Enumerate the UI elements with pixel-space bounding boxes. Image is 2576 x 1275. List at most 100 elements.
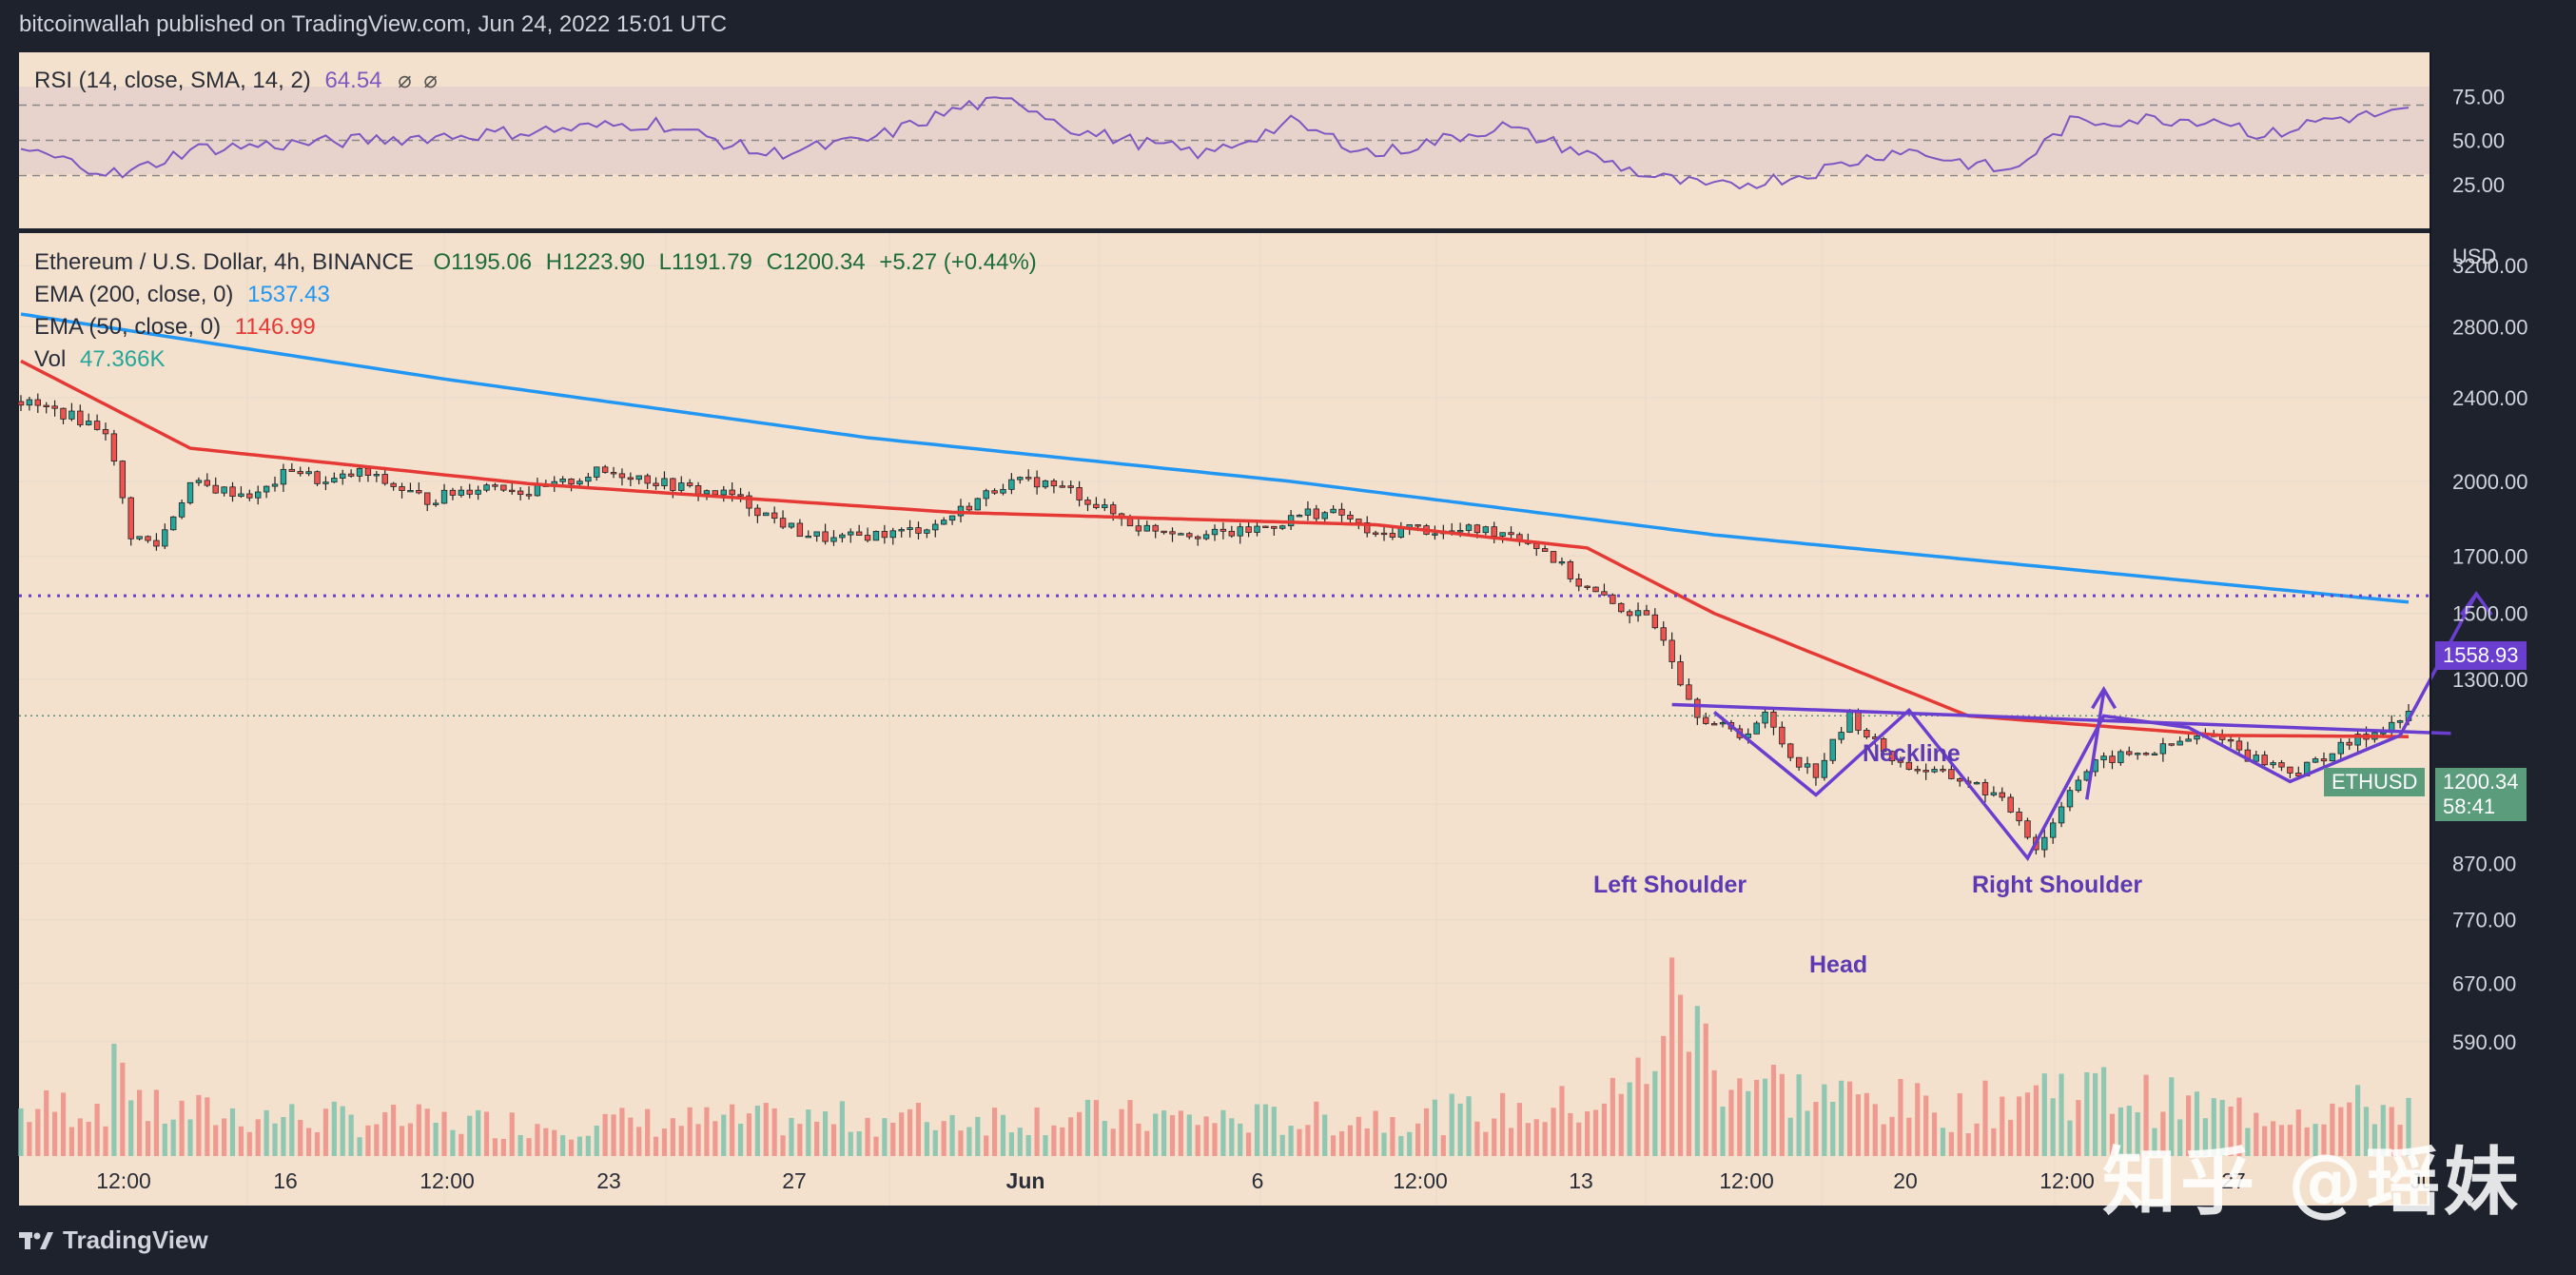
- volume-bar: [52, 1111, 58, 1156]
- candle-body: [1194, 536, 1201, 539]
- time-tick-label: 16: [273, 1168, 298, 1193]
- candle-body: [779, 518, 787, 528]
- candle-body: [2109, 755, 2116, 763]
- rsi-tick-label: 50.00: [2452, 129, 2505, 153]
- rsi-axis[interactable]: 75.00 50.00 25.00: [2452, 85, 2505, 197]
- candle-body: [43, 404, 49, 407]
- volume-bar: [2169, 1077, 2175, 1156]
- volume-bar: [814, 1121, 820, 1156]
- candle-body: [534, 484, 541, 497]
- candle-body: [1093, 503, 1100, 508]
- volume-bar: [1787, 1117, 1793, 1156]
- volume-bar: [77, 1118, 83, 1156]
- volume-bar: [754, 1106, 760, 1156]
- candle-body: [1779, 726, 1786, 745]
- candle-body: [1372, 532, 1379, 535]
- candle-body: [1143, 524, 1150, 532]
- footer[interactable]: TradingView: [19, 1226, 208, 1255]
- volume-bar: [1144, 1130, 1150, 1156]
- candle-body: [2041, 836, 2048, 851]
- candle-body: [1042, 480, 1049, 488]
- volume-bar: [2262, 1126, 2268, 1156]
- volume-bar: [476, 1109, 481, 1156]
- candle-body: [585, 477, 592, 482]
- volume-bar: [1068, 1117, 1074, 1156]
- volume-bar: [1872, 1104, 1878, 1156]
- rsi-legend[interactable]: RSI (14, close, SMA, 14, 2) 64.54 ⌀ ⌀: [34, 67, 438, 94]
- price-tick-label: 870.00: [2452, 852, 2516, 875]
- volume-bar: [229, 1108, 236, 1156]
- volume-bar: [1601, 1103, 1608, 1156]
- volume-bar: [1906, 1117, 1912, 1156]
- candle-body: [1237, 526, 1243, 537]
- volume-bar: [2254, 1112, 2259, 1156]
- candle-body: [881, 531, 888, 539]
- volume-bar: [2084, 1071, 2090, 1156]
- candle-body: [440, 489, 448, 504]
- volume-bar: [272, 1123, 278, 1156]
- volume-bar: [1746, 1090, 1751, 1156]
- candle-body: [1940, 769, 1946, 772]
- candle-body: [347, 473, 355, 477]
- volume-bar: [1305, 1125, 1311, 1156]
- price-tick-label: 1700.00: [2452, 544, 2528, 568]
- candle-body: [822, 531, 829, 542]
- ema200-legend[interactable]: EMA (200, close, 0) 1537.43: [34, 282, 330, 308]
- candle-body: [204, 480, 211, 486]
- candle-body: [34, 399, 42, 406]
- candle-body: [2235, 740, 2243, 751]
- candle-body: [1973, 782, 1981, 785]
- volume-bar: [1839, 1080, 1844, 1156]
- volume-legend[interactable]: Vol 47.366K: [34, 346, 165, 373]
- volume-bar: [322, 1108, 329, 1156]
- volume-bar: [2304, 1127, 2310, 1156]
- ema50-legend[interactable]: EMA (50, close, 0) 1146.99: [34, 314, 316, 341]
- candle-body: [1575, 578, 1582, 587]
- volume-bar: [737, 1123, 744, 1156]
- candle-body: [1634, 610, 1642, 617]
- volume-bar: [882, 1118, 888, 1156]
- volume-bar: [1576, 1122, 1582, 1156]
- volume-bar: [1889, 1116, 1895, 1156]
- target-arrow-head: [2459, 591, 2493, 617]
- volume-bar: [678, 1126, 684, 1156]
- volume-bar: [94, 1103, 100, 1156]
- volume-bar: [1288, 1126, 1294, 1156]
- volume-bar: [704, 1107, 710, 1156]
- tradingview-logo-icon[interactable]: [19, 1230, 53, 1251]
- eye-off-icon[interactable]: ⌀: [398, 68, 412, 93]
- price-tick-label: 2000.00: [2452, 470, 2528, 494]
- volume-bar: [1390, 1116, 1395, 1156]
- time-tick-label: Ju: [2410, 1168, 2433, 1193]
- volume-value: 47.366K: [80, 346, 166, 372]
- volume-bar: [1084, 1099, 1091, 1156]
- volume-bar: [1195, 1125, 1200, 1156]
- symbol-legend[interactable]: Ethereum / U.S. Dollar, 4h, BINANCE O119…: [34, 249, 1037, 276]
- candle-body: [635, 475, 642, 481]
- volume-bar: [424, 1108, 430, 1156]
- volume-bar: [2354, 1085, 2361, 1156]
- volume-bar: [730, 1104, 735, 1156]
- volume-bar: [1592, 1109, 1599, 1156]
- time-tick-label: 12:00: [420, 1168, 475, 1193]
- candle-body: [1473, 524, 1481, 534]
- volume-bar: [568, 1139, 575, 1156]
- volume-bars: [18, 957, 2411, 1156]
- volume-bar: [576, 1136, 583, 1156]
- candle-body: [51, 405, 58, 409]
- eye-off-icon[interactable]: ⌀: [423, 68, 438, 93]
- time-axis[interactable]: 12:00 16 12:00 23 27 Jun 6 12:00 13 12:00 20 12:00 2…: [96, 1168, 2433, 1193]
- volume-bar: [1457, 1103, 1463, 1156]
- volume-bar: [1008, 1132, 1014, 1156]
- volume-bar: [1923, 1095, 1929, 1156]
- candle-body: [1364, 522, 1371, 534]
- brand-name[interactable]: TradingView: [63, 1226, 208, 1254]
- candle-body: [2312, 758, 2319, 763]
- candle-body: [2329, 753, 2336, 762]
- volume-bar: [865, 1117, 870, 1156]
- volume-bar: [1338, 1130, 1345, 1156]
- volume-bar: [179, 1100, 185, 1156]
- open-value: O1195.06: [433, 249, 533, 275]
- candle-body: [1669, 639, 1675, 662]
